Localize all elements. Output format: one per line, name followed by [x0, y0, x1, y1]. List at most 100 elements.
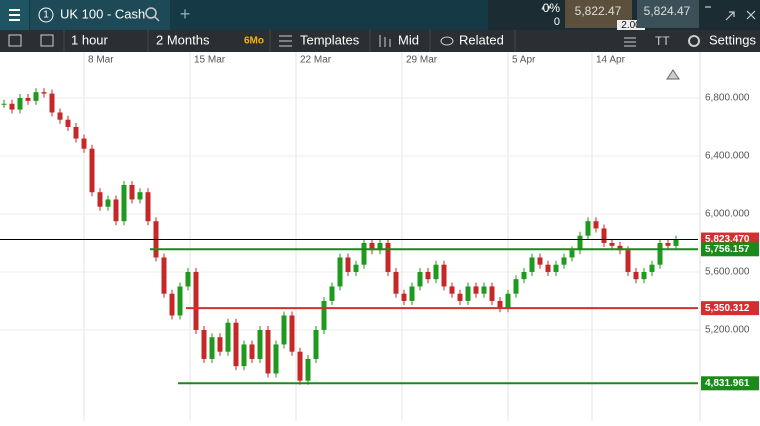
- related[interactable]: Related: [459, 32, 504, 47]
- candle: [385, 242, 391, 272]
- y-tick-label: 5,600.000: [705, 267, 750, 278]
- change-pct: 0%: [543, 1, 561, 15]
- candle: [257, 329, 263, 359]
- candle: [377, 242, 383, 251]
- candle: [585, 221, 591, 236]
- price-label: 5,756.157: [705, 244, 750, 255]
- x-tick-label: 15 Mar: [194, 55, 226, 66]
- candle: [41, 92, 47, 94]
- candle: [433, 264, 439, 280]
- range[interactable]: 2 Months: [156, 32, 210, 47]
- settings[interactable]: Settings: [709, 32, 756, 47]
- y-tick-label: 6,000.000: [705, 209, 750, 220]
- svg-text:▲▼: ▲▼: [540, 6, 552, 12]
- candle: [593, 221, 599, 229]
- candle: [201, 329, 207, 359]
- buy-price: 5,824.47: [644, 4, 691, 18]
- candle: [505, 293, 511, 309]
- candle: [121, 184, 127, 222]
- candle: [337, 257, 343, 287]
- candle: [281, 315, 287, 345]
- price-type[interactable]: Mid: [398, 32, 419, 47]
- candle: [601, 228, 607, 243]
- candle: [649, 264, 655, 272]
- buy-button[interactable]: [637, 0, 699, 28]
- candle: [185, 271, 191, 287]
- candle: [353, 264, 359, 272]
- spread-box: [617, 20, 645, 31]
- candle: [425, 271, 431, 280]
- price-label-box: [701, 242, 759, 257]
- candle: [297, 351, 303, 381]
- add-tab[interactable]: +: [180, 4, 191, 24]
- price-label: 5,823.470: [705, 234, 750, 245]
- y-tick-label: 5,200.000: [705, 325, 750, 336]
- candle: [577, 235, 583, 251]
- x-tick-label: 22 Mar: [300, 55, 332, 66]
- candle: [529, 257, 535, 272]
- candle: [393, 271, 399, 294]
- chart: 8 Mar 15 Mar 22 Mar 29 Mar 5 Apr 14 Apr 5,200.…: [0, 52, 759, 421]
- candle: [457, 293, 463, 301]
- instrument-name: UK 100 - Cash: [60, 6, 145, 21]
- candle: [401, 293, 407, 301]
- candle: [265, 329, 271, 374]
- candle: [145, 192, 151, 222]
- candle: [609, 242, 615, 246]
- candle: [33, 92, 39, 101]
- candle: [513, 279, 519, 294]
- candle: [561, 257, 567, 265]
- candle: [417, 271, 423, 287]
- candle: [673, 239, 679, 246]
- x-tick-label: 14 Apr: [596, 55, 626, 66]
- candle: [161, 257, 167, 294]
- candle: [249, 344, 255, 359]
- x-tick-label: 29 Mar: [406, 55, 438, 66]
- candle: [361, 242, 367, 265]
- candle: [465, 286, 471, 301]
- x-tick-label: 5 Apr: [512, 55, 536, 66]
- candle: [521, 271, 527, 280]
- price-label: 4,831.961: [705, 378, 750, 389]
- range-badge[interactable]: 6Mo: [244, 36, 264, 47]
- candle: [105, 199, 111, 207]
- tab-number: 1: [43, 10, 49, 21]
- candle: [441, 264, 447, 287]
- candle: [177, 286, 183, 316]
- candle: [113, 199, 119, 222]
- candle: [137, 192, 143, 200]
- candle: [481, 286, 487, 294]
- candle: [313, 329, 319, 359]
- candle: [17, 97, 23, 110]
- candle: [633, 271, 639, 280]
- candle: [569, 250, 575, 258]
- candle: [657, 242, 663, 265]
- candle: [49, 93, 55, 113]
- candle: [617, 245, 623, 251]
- candle: [345, 257, 351, 272]
- interval[interactable]: 1 hour: [71, 32, 109, 47]
- candle: [9, 103, 15, 110]
- candle: [169, 293, 175, 316]
- candle: [329, 286, 335, 301]
- candle: [289, 315, 295, 352]
- candle: [25, 97, 31, 101]
- candle: [57, 112, 63, 120]
- candle: [273, 344, 279, 374]
- candle: [625, 250, 631, 272]
- templates[interactable]: Templates: [300, 32, 360, 47]
- candle: [97, 192, 103, 207]
- candle: [497, 300, 503, 309]
- change-value: 0: [554, 16, 560, 28]
- candle: [225, 322, 231, 352]
- candle: [409, 286, 415, 301]
- candle: [129, 184, 135, 200]
- y-tick-label: 6,800.000: [705, 93, 750, 104]
- candle: [233, 322, 239, 367]
- candle: [65, 119, 71, 127]
- candle: [473, 286, 479, 294]
- svg-text:TT: TT: [655, 34, 670, 48]
- candle: [89, 148, 95, 193]
- candle: [81, 138, 87, 149]
